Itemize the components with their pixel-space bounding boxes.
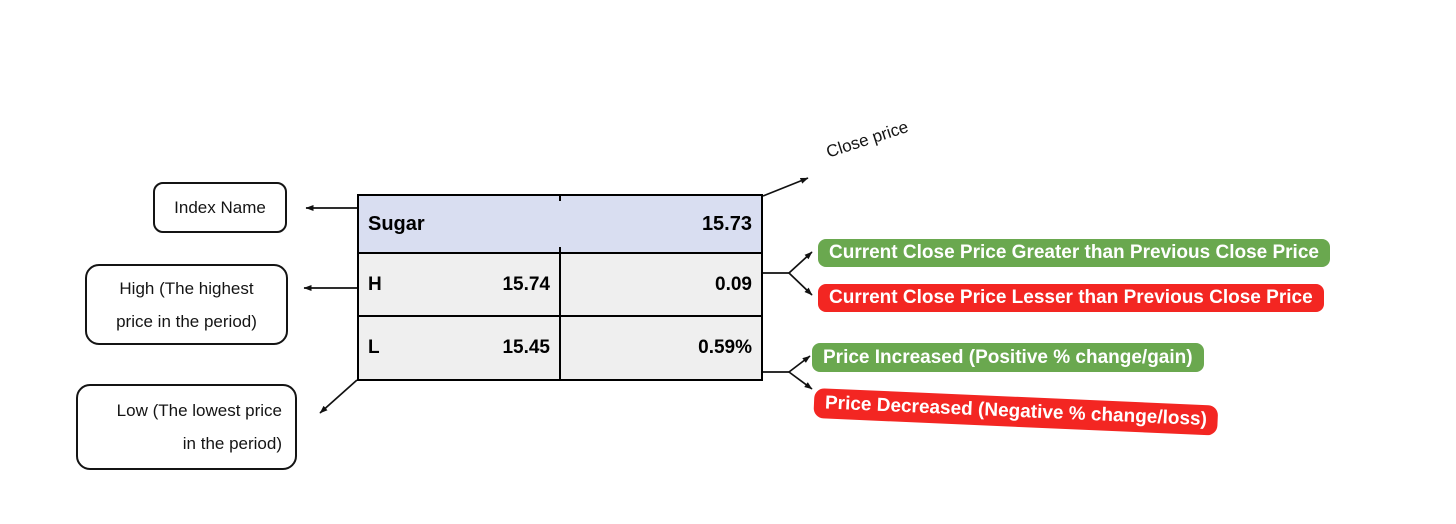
callout-index-name: Index Name <box>153 182 287 233</box>
callout-high-line1: High (The highest <box>119 278 254 298</box>
branch-close-comparison <box>763 251 813 296</box>
high-label: H <box>368 273 382 295</box>
high-price: 15.74 <box>502 273 550 295</box>
callout-low: Low (The lowest price in the period) <box>76 384 297 470</box>
low-price: 15.45 <box>502 337 550 358</box>
table-row-high: H 15.74 0.09 <box>359 254 761 317</box>
callout-low-line2: in the period) <box>182 434 282 453</box>
low-label: L <box>368 337 380 358</box>
callout-index-name-text: Index Name <box>174 198 266 217</box>
header-column-notch-top <box>559 196 561 201</box>
index-name: Sugar <box>368 212 425 235</box>
header-column-notch-bottom <box>559 247 561 252</box>
callout-high-line2: price in the period) <box>116 311 257 331</box>
badge-close-lesser: Current Close Price Lesser than Previous… <box>818 284 1324 312</box>
percent-change-value: 0.59% <box>698 337 752 358</box>
callout-close-price: Close price <box>823 117 911 162</box>
price-table: Sugar 15.73 H 15.74 0.09 L 15.45 0.59% <box>357 194 763 381</box>
badge-price-increased: Price Increased (Positive % change/gain) <box>812 343 1204 372</box>
arrow-low <box>319 379 358 414</box>
branch-percent-change <box>762 355 813 390</box>
arrow-close-price <box>762 177 809 197</box>
badge-close-greater: Current Close Price Greater than Previou… <box>818 239 1330 267</box>
callout-high: High (The highest price in the period) <box>85 264 288 345</box>
table-row-low: L 15.45 0.59% <box>359 317 761 379</box>
price-table-header: Sugar 15.73 <box>359 196 761 254</box>
callout-low-line1: Low (The lowest price <box>116 401 282 420</box>
badge-price-decreased: Price Decreased (Negative % change/loss) <box>813 388 1219 436</box>
close-price-value: 15.73 <box>701 212 752 235</box>
price-change-value: 0.09 <box>715 273 752 295</box>
